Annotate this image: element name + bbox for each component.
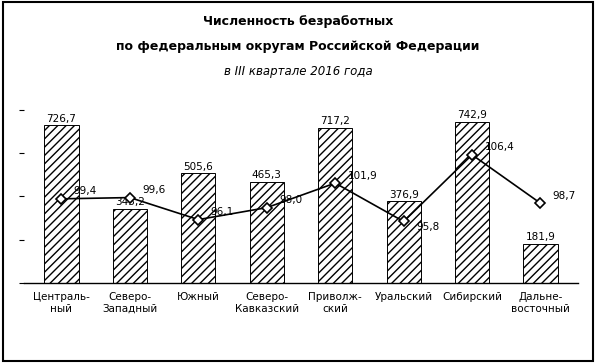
Bar — [250, 182, 284, 283]
Text: 717,2: 717,2 — [320, 116, 350, 126]
Bar — [523, 244, 558, 283]
Text: 505,6: 505,6 — [184, 162, 213, 172]
Bar — [318, 127, 352, 283]
Bar — [181, 174, 215, 283]
Text: 726,7: 726,7 — [46, 114, 76, 124]
Bar — [387, 201, 421, 283]
Text: 95,8: 95,8 — [416, 221, 439, 232]
Text: 98,0: 98,0 — [279, 195, 302, 205]
Text: 96,1: 96,1 — [210, 207, 234, 217]
Text: 99,4: 99,4 — [74, 186, 97, 196]
Bar — [44, 126, 79, 283]
Text: 742,9: 742,9 — [457, 110, 487, 120]
Text: в III квартале 2016 года: в III квартале 2016 года — [224, 65, 372, 78]
Text: 181,9: 181,9 — [526, 232, 555, 242]
Text: 376,9: 376,9 — [389, 189, 418, 200]
Text: 98,7: 98,7 — [553, 191, 576, 201]
Text: по федеральным округам Российской Федерации: по федеральным округам Российской Федера… — [116, 40, 480, 53]
Text: Численность безработных: Численность безработных — [203, 15, 393, 28]
Bar — [455, 122, 489, 283]
Text: 99,6: 99,6 — [142, 185, 166, 195]
Bar — [113, 209, 147, 283]
Text: 465,3: 465,3 — [252, 171, 282, 180]
Text: 101,9: 101,9 — [347, 171, 377, 180]
Text: 343,2: 343,2 — [115, 197, 145, 207]
Text: 106,4: 106,4 — [485, 142, 514, 152]
